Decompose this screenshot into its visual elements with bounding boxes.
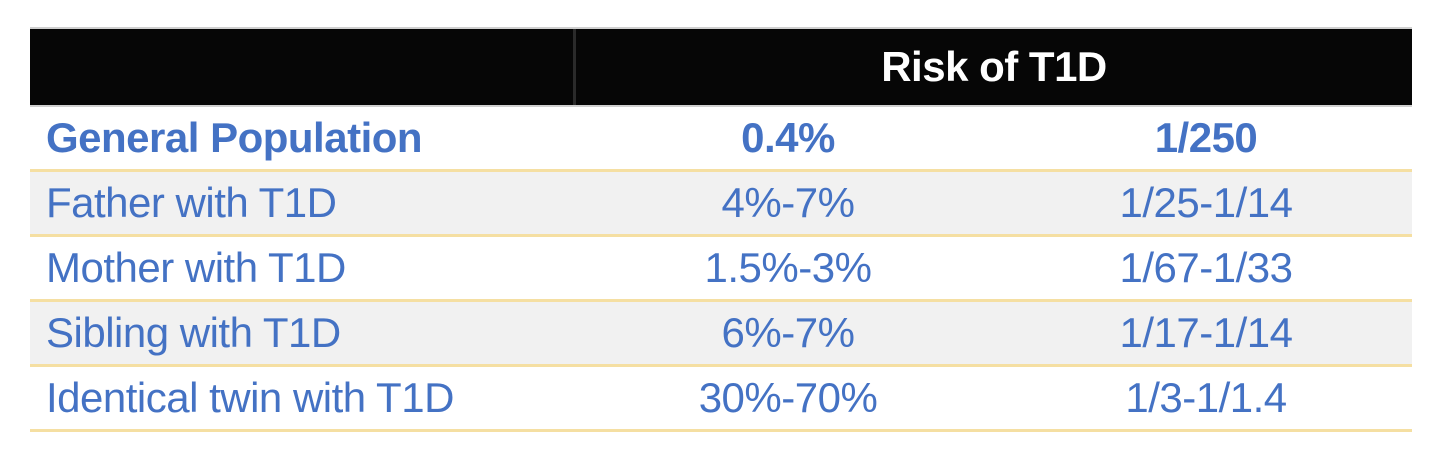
risk-percent-value: 30%-70% [698, 374, 878, 421]
row-label: Father with T1D [46, 179, 337, 226]
header-risk-cell: Risk of T1D [576, 29, 1412, 105]
row-label: Mother with T1D [46, 244, 346, 291]
header-blank-cell [30, 29, 576, 105]
risk-fraction-value: 1/17-1/14 [1119, 309, 1293, 356]
risk-percent-value: 0.4% [741, 114, 835, 161]
risk-percent-value: 4%-7% [721, 179, 855, 226]
table-row-sibling: Sibling with T1D 6%-7% 1/17-1/14 [30, 302, 1412, 367]
risk-table: Risk of T1D General Population 0.4% 1/25… [30, 27, 1412, 432]
row-label: General Population [46, 114, 423, 161]
table-row-mother: Mother with T1D 1.5%-3% 1/67-1/33 [30, 237, 1412, 302]
risk-fraction-value: 1/3-1/1.4 [1125, 374, 1287, 421]
table-header-row: Risk of T1D [30, 27, 1412, 107]
table-row-father: Father with T1D 4%-7% 1/25-1/14 [30, 172, 1412, 237]
row-label: Identical twin with T1D [46, 374, 454, 421]
risk-fraction-value: 1/25-1/14 [1119, 179, 1293, 226]
table-row-general-population: General Population 0.4% 1/250 [30, 107, 1412, 172]
risk-fraction-value: 1/67-1/33 [1119, 244, 1293, 291]
table-row-identical-twin: Identical twin with T1D 30%-70% 1/3-1/1.… [30, 367, 1412, 432]
row-label: Sibling with T1D [46, 309, 341, 356]
risk-fraction-value: 1/250 [1154, 114, 1258, 161]
risk-percent-value: 6%-7% [721, 309, 855, 356]
risk-header-label: Risk of T1D [881, 43, 1107, 90]
risk-percent-value: 1.5%-3% [704, 244, 872, 291]
